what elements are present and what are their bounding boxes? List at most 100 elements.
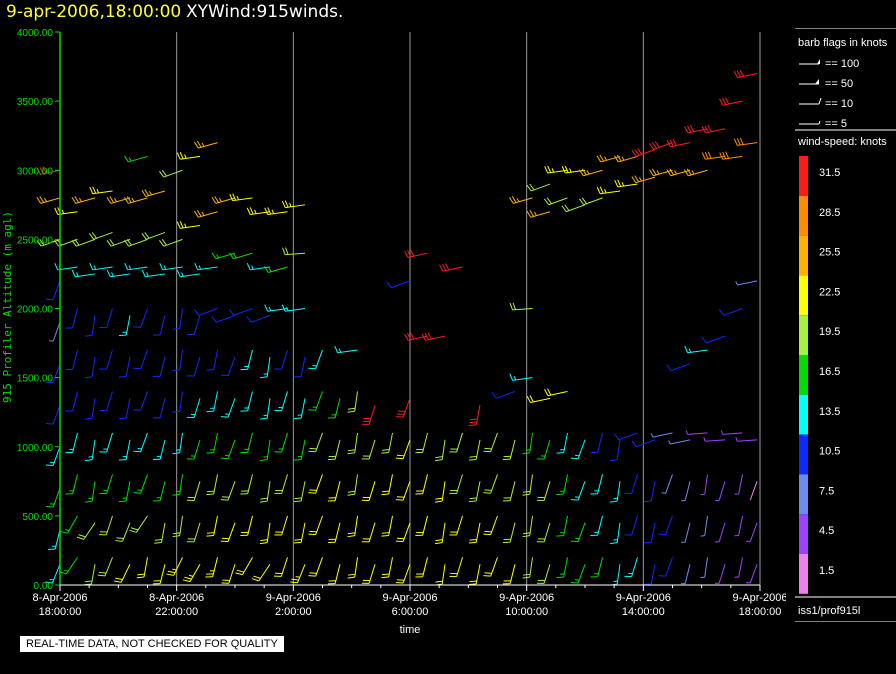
barb-staff xyxy=(512,377,533,381)
wind-barb xyxy=(491,390,516,399)
barb-staff xyxy=(54,529,61,550)
wind-barb xyxy=(556,515,568,537)
barb-staff xyxy=(159,439,166,460)
wind-barb xyxy=(186,356,201,377)
wind-barb xyxy=(404,249,428,258)
barb-staff xyxy=(334,398,341,418)
barb-staff xyxy=(543,522,551,543)
barb-feather xyxy=(229,193,234,201)
barb-staff xyxy=(368,481,376,501)
legend-color-swatch xyxy=(799,474,808,515)
barb-half-feather xyxy=(181,272,184,277)
legend-flags-title: barb flags in knots xyxy=(798,37,888,49)
barb-half-feather xyxy=(289,202,292,207)
barb-feather xyxy=(259,376,268,379)
barb-staff xyxy=(704,557,708,578)
barb-feather xyxy=(126,239,132,246)
wind-barb xyxy=(84,564,96,586)
barb-feather xyxy=(484,572,492,574)
barb-feather xyxy=(529,395,534,403)
barb-staff xyxy=(268,266,288,274)
barb-feather xyxy=(579,198,585,206)
legend-flag-rows: == 100 == 50 == 10 == 5 xyxy=(799,58,859,130)
barb-feather xyxy=(468,583,477,586)
barb-staff xyxy=(407,335,428,341)
wind-barb xyxy=(415,474,428,495)
barb-feather xyxy=(293,500,302,503)
barb-half-feather xyxy=(64,528,70,532)
barb-staff xyxy=(737,280,758,286)
wind-barb xyxy=(106,269,131,278)
wind-barb xyxy=(308,474,323,494)
barb-feather xyxy=(74,239,80,246)
wind-barb xyxy=(681,564,691,585)
wind-barb xyxy=(536,481,551,501)
barb-half-feather xyxy=(146,272,149,277)
wind-barb xyxy=(715,522,726,543)
y-axis-label: 915 Profiler Altitude (m agl) xyxy=(1,211,14,403)
wind-barb xyxy=(84,315,96,337)
barb-staff xyxy=(145,273,166,278)
barb-feather xyxy=(220,416,229,418)
barb-staff xyxy=(140,349,148,369)
wind-barb xyxy=(434,481,446,503)
barb-feather xyxy=(701,336,707,344)
barb-feather xyxy=(686,168,692,176)
y-tick-label: 4000.00 xyxy=(17,28,54,39)
wind-barb xyxy=(347,474,358,496)
wind-barb xyxy=(259,356,271,379)
wind-barb xyxy=(668,439,691,445)
barb-staff xyxy=(57,266,78,271)
barb-staff xyxy=(105,515,113,536)
barb-feather xyxy=(395,499,404,501)
wind-barb xyxy=(263,266,288,274)
barb-feather xyxy=(309,572,317,574)
barb-staff xyxy=(93,231,113,240)
barb-feather xyxy=(259,500,268,503)
wind-barb xyxy=(71,238,96,247)
wind-barb xyxy=(439,263,463,272)
wind-barb xyxy=(76,522,96,540)
barb-staff xyxy=(285,204,306,209)
barb-half-feather xyxy=(198,265,202,270)
barb-staff xyxy=(106,432,113,453)
barb-staff xyxy=(193,481,201,501)
wind-barb xyxy=(683,168,708,177)
wind-barb xyxy=(579,197,603,206)
barb-feather xyxy=(115,540,123,542)
barb-staff xyxy=(52,322,61,342)
barb-staff xyxy=(91,439,96,460)
barb-feather xyxy=(529,209,535,217)
barb-staff xyxy=(583,197,603,206)
wind-barb xyxy=(152,356,166,378)
barb-half-feather xyxy=(604,188,607,194)
barb-half-feather xyxy=(49,578,54,581)
wind-barb xyxy=(229,193,253,202)
barb-half-feather xyxy=(131,197,135,203)
barb-feather xyxy=(220,457,229,460)
wind-barb xyxy=(631,439,656,448)
barb-feather xyxy=(130,527,139,531)
wind-barb xyxy=(274,557,288,577)
barb-staff xyxy=(704,474,708,495)
barb-feather xyxy=(684,126,689,134)
barb-feather xyxy=(309,447,317,450)
barb-staff xyxy=(213,432,218,453)
barb-staff xyxy=(618,432,638,441)
barb-half-feather xyxy=(735,281,738,286)
wind-barb xyxy=(118,398,131,420)
barb-feather xyxy=(648,169,654,177)
barb-feather xyxy=(221,496,230,498)
barb-half-feather xyxy=(79,197,82,203)
wind-barb xyxy=(99,515,113,536)
barb-staff xyxy=(266,522,271,543)
barb-feather xyxy=(113,580,122,583)
wind-barb xyxy=(259,481,271,503)
barb-staff xyxy=(125,439,131,460)
legend-source: iss1/prof915l xyxy=(798,605,860,617)
barb-feather xyxy=(719,152,724,160)
barb-staff xyxy=(543,439,551,460)
barb-staff xyxy=(670,169,691,177)
barb-staff xyxy=(106,391,113,411)
barb-feather xyxy=(285,247,289,255)
